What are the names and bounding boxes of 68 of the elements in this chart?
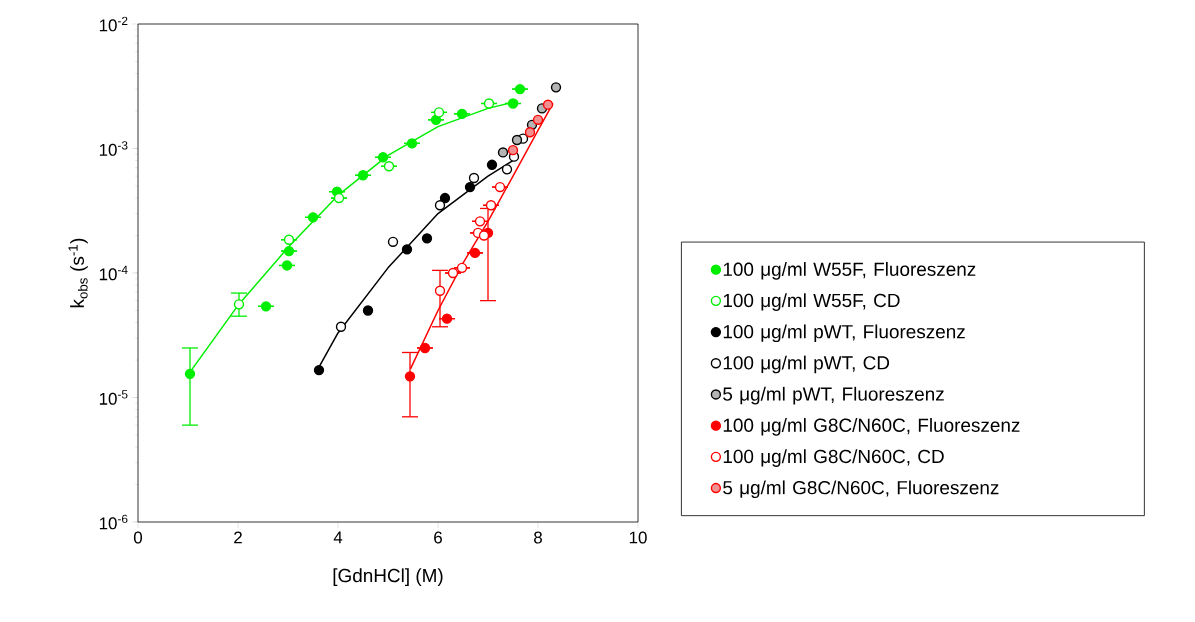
legend-label: 100 μg/ml W55F, CD — [723, 293, 900, 311]
point — [421, 233, 433, 244]
point — [333, 192, 345, 204]
point — [387, 236, 399, 248]
point — [524, 127, 536, 138]
point — [550, 82, 562, 93]
point — [507, 144, 519, 156]
point — [447, 267, 459, 279]
x-tick-label: 6 — [434, 531, 442, 544]
x-axis-title: [GdnHCl] (M) — [333, 568, 443, 586]
y-axis-title: k$_{obs}$ (s$^{-1}$) — [68, 238, 88, 308]
point — [383, 161, 395, 172]
y-tick-label: 10$^{-3}$ — [99, 141, 128, 156]
point — [281, 260, 293, 271]
point — [401, 244, 413, 255]
point — [469, 247, 481, 259]
point — [377, 152, 389, 163]
point — [283, 245, 295, 257]
point — [514, 83, 526, 95]
y-tick-label: 10$^{-4}$ — [99, 265, 128, 281]
point — [233, 299, 245, 310]
point — [511, 134, 523, 146]
point — [406, 138, 418, 149]
point — [433, 107, 445, 118]
point — [456, 108, 468, 119]
point — [494, 181, 506, 193]
legend-label: 100 μg/ml pWT, Fluoreszenz — [723, 324, 965, 343]
point — [439, 192, 451, 204]
point — [313, 364, 325, 376]
legend-label: 100 μg/ml W55F, Fluoreszenz — [723, 262, 976, 280]
point — [434, 285, 446, 296]
point — [501, 164, 513, 175]
point — [335, 321, 347, 332]
legend-label: 100 μg/ml G8C/N60C, Fluoreszenz — [723, 418, 1020, 436]
legend-label: 5 μg/ml pWT, Fluoreszenz — [723, 386, 944, 405]
x-tick-label: 2 — [234, 531, 242, 544]
y-tick-label: 10$^{-6}$ — [99, 514, 128, 530]
point — [357, 170, 369, 181]
point — [464, 181, 476, 193]
point — [404, 371, 416, 382]
point — [283, 234, 295, 245]
point — [483, 98, 495, 109]
point — [441, 313, 453, 324]
point — [307, 212, 319, 223]
point — [434, 200, 446, 211]
y-tick-label: 10$^{-2}$ — [99, 16, 128, 32]
x-tick-label: 0 — [133, 531, 143, 544]
point — [478, 230, 490, 241]
x-tick-label: 8 — [534, 531, 542, 544]
point — [542, 99, 554, 110]
legend-label: 100 μg/ml pWT, CD — [723, 355, 890, 374]
legend-label: 5 μg/ml G8C/N60C, Fluoreszenz — [723, 480, 999, 499]
point — [456, 262, 468, 274]
point — [419, 342, 431, 354]
point — [485, 200, 497, 211]
point — [260, 301, 272, 312]
point — [468, 172, 480, 184]
y-tick-label: 10$^{-5}$ — [99, 390, 128, 405]
x-tick-label: 10 — [629, 531, 647, 544]
point — [362, 305, 374, 316]
point — [474, 216, 486, 227]
point — [507, 98, 519, 109]
x-tick-label: 4 — [333, 531, 343, 544]
point — [497, 147, 509, 158]
point — [184, 368, 196, 379]
point — [486, 159, 498, 170]
point — [532, 114, 544, 126]
legend-label: 100 μg/ml G8C/N60C, CD — [723, 449, 944, 467]
